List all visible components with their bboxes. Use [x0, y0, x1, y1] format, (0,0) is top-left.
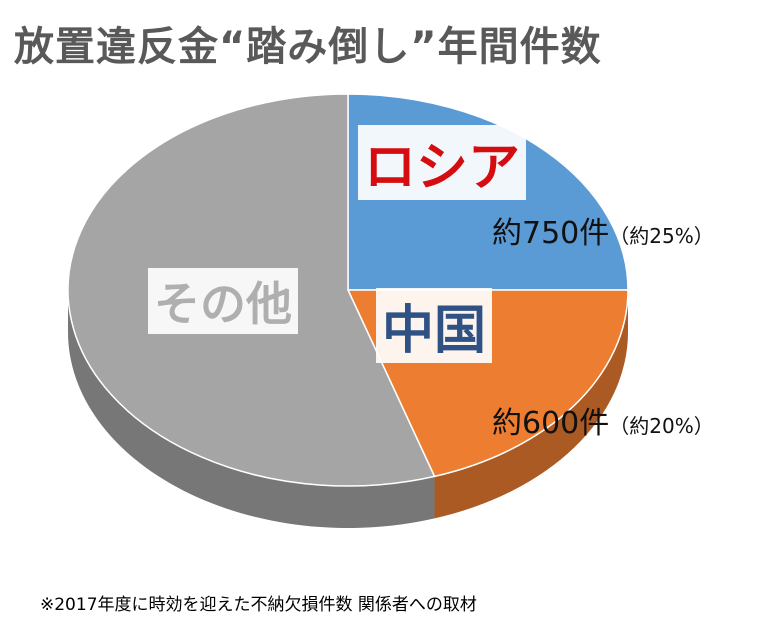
footnote: ※2017年度に時効を迎えた不納欠損件数 関係者への取材 — [40, 595, 477, 615]
pie-side-1 — [434, 290, 628, 519]
russia-percent: （約25%） — [609, 224, 714, 248]
russia-label: ロシア — [358, 125, 527, 200]
china-label: 中国 — [376, 288, 493, 363]
china-count: 約600件 — [492, 406, 610, 441]
russia-value-label: 約750件（約25%） — [492, 208, 714, 252]
other-label: その他 — [148, 268, 298, 334]
russia-count: 約750件 — [492, 216, 610, 251]
pie-side-2 — [68, 290, 435, 529]
chart-title: 放置違反金“踏み倒し”年間件数 — [14, 24, 602, 70]
china-percent: （約20%） — [609, 414, 714, 438]
china-value-label: 約600件（約20%） — [492, 398, 714, 442]
